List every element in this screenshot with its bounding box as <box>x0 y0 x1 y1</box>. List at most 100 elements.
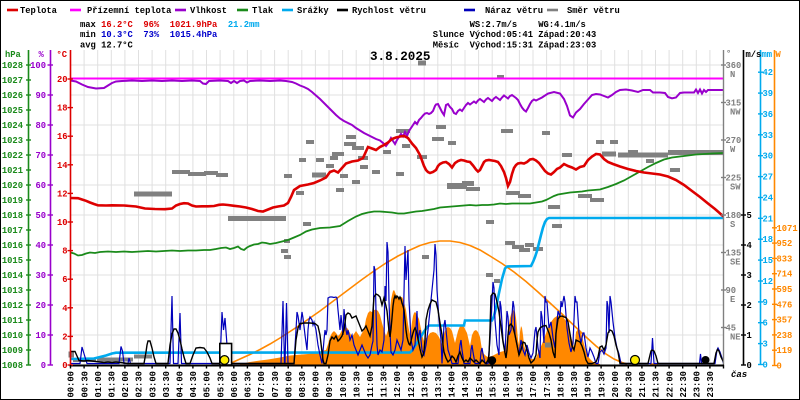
svg-text:9: 9 <box>763 298 768 308</box>
svg-text:1008: 1008 <box>2 361 23 371</box>
svg-text:20: 20 <box>35 301 46 311</box>
svg-text:1: 1 <box>747 331 752 341</box>
svg-text:1015: 1015 <box>2 256 23 266</box>
svg-text:33: 33 <box>763 131 774 141</box>
svg-text:0: 0 <box>777 362 782 372</box>
svg-text:60: 60 <box>35 181 46 191</box>
svg-text:315: 315 <box>726 99 742 109</box>
svg-text:mm: mm <box>762 50 773 60</box>
svg-text:10:00: 10:00 <box>339 371 349 397</box>
svg-text:1026: 1026 <box>2 91 23 101</box>
svg-text:39: 39 <box>763 89 774 99</box>
svg-text:1013: 1013 <box>2 286 23 296</box>
svg-text:01:00: 01:00 <box>94 371 104 397</box>
svg-text:1022: 1022 <box>2 151 23 161</box>
svg-text:119: 119 <box>777 346 793 356</box>
svg-text:13:30: 13:30 <box>434 371 444 397</box>
svg-text:Náraz větru: Náraz větru <box>485 6 543 16</box>
svg-text:90: 90 <box>35 91 46 101</box>
svg-text:30: 30 <box>763 152 774 162</box>
svg-text:Tlak: Tlak <box>252 6 274 16</box>
svg-text:NW: NW <box>730 108 741 118</box>
svg-text:Teplota: Teplota <box>20 6 58 16</box>
svg-text:238: 238 <box>777 331 793 341</box>
svg-text:4: 4 <box>62 304 68 314</box>
svg-text:5: 5 <box>747 211 752 221</box>
svg-text:NE: NE <box>730 333 741 343</box>
svg-text:max 16.2°C 96% 1021.9hPa 21: max 16.2°C 96% 1021.9hPa 21.2mm <box>80 20 260 30</box>
svg-text:10:30: 10:30 <box>352 371 362 397</box>
svg-text:15:30: 15:30 <box>488 371 498 397</box>
svg-text:Směr větru: Směr větru <box>567 6 620 16</box>
svg-text:09:00: 09:00 <box>312 371 322 397</box>
svg-text:Srážky: Srážky <box>297 6 329 16</box>
svg-text:22:00: 22:00 <box>665 371 675 397</box>
svg-text:20:30: 20:30 <box>625 371 635 397</box>
svg-text:10: 10 <box>35 331 46 341</box>
svg-text:476: 476 <box>777 300 793 310</box>
svg-text:W: W <box>730 145 736 155</box>
svg-text:08:30: 08:30 <box>298 371 308 397</box>
svg-text:Měsíc Východ:15:31 Západ:23:0: Měsíc Východ:15:31 Západ:23:03 <box>433 40 597 50</box>
svg-text:N: N <box>730 70 735 80</box>
svg-text:1014: 1014 <box>2 271 24 281</box>
svg-text:06:00: 06:00 <box>230 371 240 397</box>
svg-text:1021: 1021 <box>2 166 23 176</box>
svg-text:360: 360 <box>726 61 742 71</box>
svg-text:80: 80 <box>35 121 46 131</box>
svg-text:1017: 1017 <box>2 226 23 236</box>
svg-text:1027: 1027 <box>2 76 23 86</box>
svg-text:min 10.3°C 73% 1015.4hPa: min 10.3°C 73% 1015.4hPa <box>80 30 218 40</box>
svg-text:0: 0 <box>62 361 67 371</box>
svg-text:135: 135 <box>726 249 742 259</box>
svg-text:WS:2.7m/s WG:4.1m/s: WS:2.7m/s WG:4.1m/s <box>433 20 586 30</box>
svg-text:3: 3 <box>747 271 752 281</box>
svg-text:6: 6 <box>62 275 67 285</box>
svg-text:180: 180 <box>726 211 742 221</box>
svg-text:45: 45 <box>726 324 737 334</box>
svg-text:S: S <box>730 220 735 230</box>
svg-text:1071: 1071 <box>777 224 798 234</box>
svg-text:02:00: 02:00 <box>121 371 131 397</box>
svg-text:1028: 1028 <box>2 61 23 71</box>
svg-text:595: 595 <box>777 285 793 295</box>
svg-text:02:30: 02:30 <box>135 371 145 397</box>
svg-text:23:30: 23:30 <box>706 371 716 397</box>
svg-text:21:00: 21:00 <box>638 371 648 397</box>
svg-text:05:30: 05:30 <box>216 371 226 397</box>
svg-text:Slunce Východ:05:41 Západ:20:4: Slunce Východ:05:41 Západ:20:43 <box>433 30 597 40</box>
svg-text:4: 4 <box>747 241 753 251</box>
svg-text:15:00: 15:00 <box>475 371 485 397</box>
svg-text:hPa: hPa <box>5 50 22 60</box>
svg-text:avg 12.7°C: avg 12.7°C <box>80 40 134 50</box>
svg-text:SE: SE <box>730 258 741 268</box>
svg-text:90: 90 <box>726 286 737 296</box>
svg-text:18: 18 <box>763 235 774 245</box>
svg-text:27: 27 <box>763 173 774 183</box>
svg-text:6: 6 <box>763 319 768 329</box>
svg-text:16:00: 16:00 <box>502 371 512 397</box>
svg-text:10: 10 <box>57 218 68 228</box>
svg-text:1010: 1010 <box>2 331 23 341</box>
svg-text:13:00: 13:00 <box>420 371 430 397</box>
svg-text:Vlhkost: Vlhkost <box>190 6 227 16</box>
svg-text:1025: 1025 <box>2 106 23 116</box>
svg-text:m/s: m/s <box>746 50 762 60</box>
svg-text:0: 0 <box>41 361 46 371</box>
svg-text:15: 15 <box>763 256 774 266</box>
svg-text:1024: 1024 <box>2 121 24 131</box>
svg-text:11:30: 11:30 <box>380 371 390 397</box>
svg-text:3.8.2025: 3.8.2025 <box>370 50 430 64</box>
svg-text:05:00: 05:00 <box>203 371 213 397</box>
svg-text:14:30: 14:30 <box>461 371 471 397</box>
svg-text:04:00: 04:00 <box>176 371 186 397</box>
svg-text:09:30: 09:30 <box>325 371 335 397</box>
svg-text:04:30: 04:30 <box>189 371 199 397</box>
svg-text:12: 12 <box>57 189 68 199</box>
svg-text:14: 14 <box>57 161 68 171</box>
svg-text:70: 70 <box>35 151 46 161</box>
svg-text:17:30: 17:30 <box>543 371 553 397</box>
svg-text:36: 36 <box>763 110 774 120</box>
svg-text:3: 3 <box>763 340 768 350</box>
svg-text:20: 20 <box>57 75 68 85</box>
